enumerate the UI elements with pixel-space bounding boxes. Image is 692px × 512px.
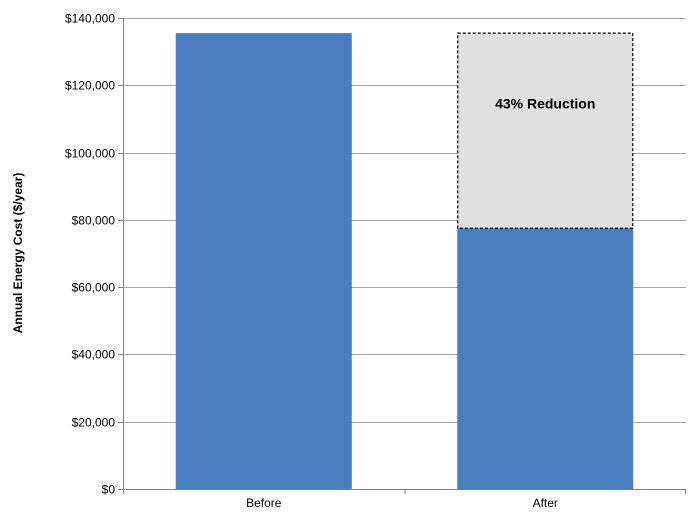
x-tick-label-before: Before <box>246 496 282 510</box>
y-tick-label: $20,000 <box>72 416 116 430</box>
x-tick-label-after: After <box>533 496 558 510</box>
y-axis-title: Annual Energy Cost ($/year) <box>11 173 25 334</box>
reduction-label: 43% Reduction <box>495 95 595 111</box>
reduction-annotation: 43% Reduction <box>457 32 634 229</box>
tick-labels: $0 $20,000 $40,000 $60,000 $80,000 $100,000 $1… <box>65 12 558 511</box>
y-tick-label: $0 <box>102 483 116 497</box>
axes <box>118 18 686 494</box>
reduction-segment <box>457 32 634 229</box>
y-tick-label: $140,000 <box>65 12 115 26</box>
y-tick-label: $40,000 <box>72 348 116 362</box>
y-tick-label: $60,000 <box>72 281 116 295</box>
y-tick-label: $80,000 <box>72 214 116 228</box>
y-tick-label: $100,000 <box>65 147 115 161</box>
bar-before <box>175 33 352 490</box>
bar-after <box>457 228 634 489</box>
bars <box>175 33 634 490</box>
y-tick-label: $120,000 <box>65 79 115 93</box>
